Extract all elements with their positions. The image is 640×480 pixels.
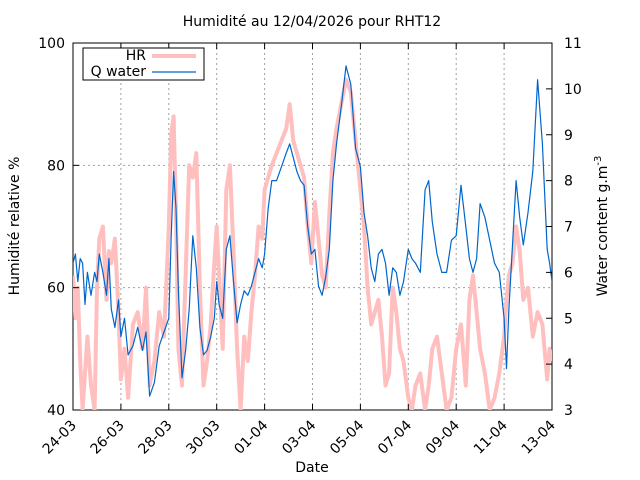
series-line-hr bbox=[73, 77, 552, 410]
legend-label-q-water: Q water bbox=[91, 64, 147, 80]
x-tick-label: 26-03 bbox=[88, 418, 128, 458]
x-tick-label: 28-03 bbox=[136, 418, 176, 458]
y2-tick-label: 9 bbox=[564, 128, 573, 144]
x-tick-label: 13-04 bbox=[519, 417, 559, 457]
y-tick-label: 60 bbox=[47, 281, 65, 297]
y2-axis-label: Water content g.m-3 bbox=[593, 156, 611, 297]
y2-tick-label: 7 bbox=[564, 220, 573, 236]
x-tick-label: 01-04 bbox=[231, 417, 271, 457]
y2-tick-label: 11 bbox=[564, 36, 582, 52]
x-tick-label: 05-04 bbox=[327, 417, 367, 457]
y2-tick-label: 8 bbox=[564, 174, 573, 190]
y2-axis-label-exponent: -3 bbox=[593, 156, 604, 166]
x-tick-label: 24-03 bbox=[40, 418, 80, 458]
y2-axis-label-text: Water content g.m bbox=[595, 166, 611, 297]
chart-title: Humidité au 12/04/2026 pour RHT12 bbox=[183, 14, 441, 30]
x-tick-label: 11-04 bbox=[471, 417, 511, 457]
legend-label-hr: HR bbox=[126, 48, 147, 64]
y2-tick-label: 5 bbox=[564, 311, 573, 327]
y-tick-label: 40 bbox=[47, 403, 65, 419]
series-line-q-water bbox=[73, 65, 552, 397]
y2-tick-label: 4 bbox=[564, 357, 573, 373]
series-layer bbox=[73, 65, 552, 410]
legend: HR Q water bbox=[82, 47, 205, 81]
x-tick-label: 07-04 bbox=[375, 417, 415, 457]
y2-tick-label: 10 bbox=[564, 82, 582, 98]
y2-tick-label: 6 bbox=[564, 265, 573, 281]
x-axis-label: Date bbox=[295, 460, 328, 476]
y2-tick-label: 3 bbox=[564, 403, 573, 419]
x-tick-label: 30-03 bbox=[183, 418, 223, 458]
y-axis-label: Humidité relative % bbox=[7, 157, 23, 296]
x-tick-label: 03-04 bbox=[279, 417, 319, 457]
legend-box bbox=[82, 47, 205, 81]
y-tick-label: 100 bbox=[38, 36, 65, 52]
series-group bbox=[73, 65, 552, 410]
x-tick-label: 09-04 bbox=[423, 417, 463, 457]
y-tick-label: 80 bbox=[47, 158, 65, 174]
